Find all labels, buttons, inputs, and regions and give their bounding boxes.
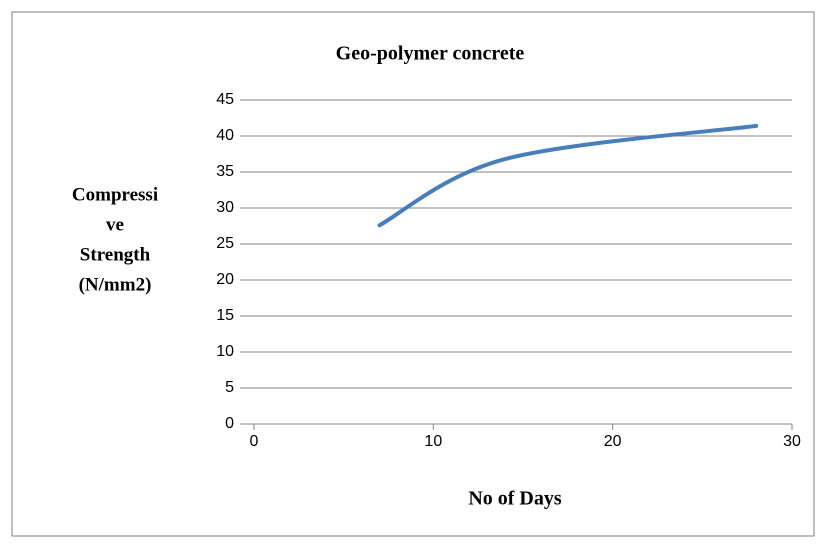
chart-frame: [11, 11, 815, 537]
y-axis-label: (N/mm2): [79, 274, 152, 295]
y-tick-label: 25: [216, 235, 234, 252]
y-tick-label: 30: [216, 199, 234, 216]
y-axis-label: ve: [106, 214, 124, 235]
x-tick-label: 10: [424, 433, 442, 450]
data-line: [377, 123, 759, 228]
y-tick-label: 20: [216, 271, 234, 288]
y-tick-label: 45: [216, 91, 234, 108]
y-tick-label: 0: [225, 415, 234, 432]
y-tick-label: 15: [216, 307, 234, 324]
chart-title: Geo-polymer concrete: [336, 43, 525, 65]
x-tick-label: 20: [604, 433, 622, 450]
x-axis-label: No of Days: [468, 488, 562, 510]
y-tick-label: 5: [225, 379, 234, 396]
y-tick-label: 40: [216, 127, 234, 144]
y-tick-label: 35: [216, 163, 234, 180]
y-tick-label: 10: [216, 343, 234, 360]
y-axis-label: Compressi: [72, 184, 158, 205]
x-tick-label: 0: [250, 433, 259, 450]
x-tick-label: 30: [783, 433, 801, 450]
y-axis-label: Strength: [80, 244, 151, 265]
